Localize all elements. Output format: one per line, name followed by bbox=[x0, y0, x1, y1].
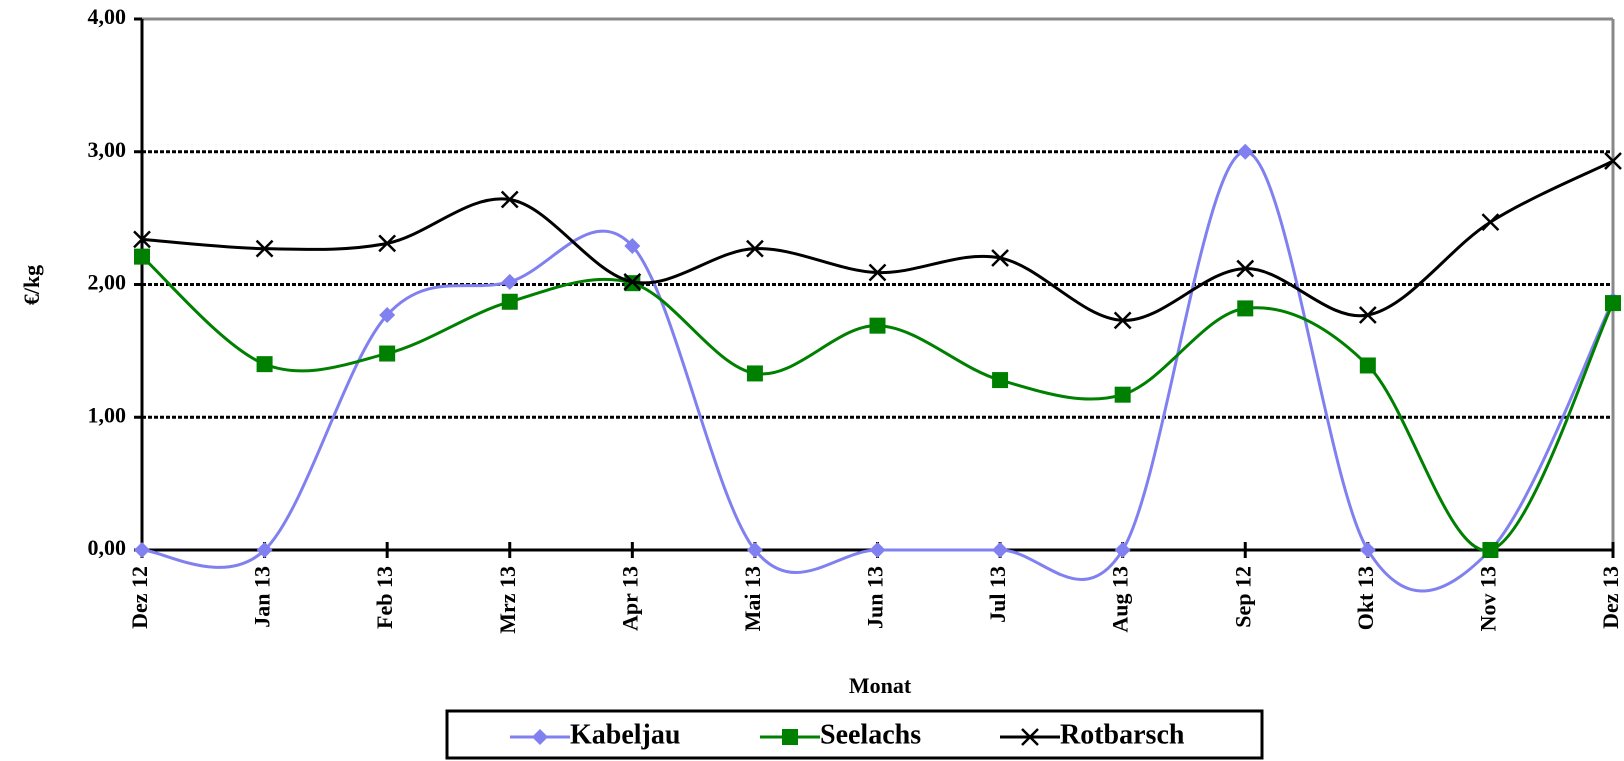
series-line bbox=[141, 255, 1615, 552]
x-tick-label: Mai 13 bbox=[740, 566, 765, 631]
marker bbox=[782, 729, 798, 745]
marker bbox=[134, 248, 150, 265]
marker bbox=[869, 317, 886, 334]
x-tick-label: Dez 13 bbox=[1598, 566, 1623, 629]
x-tick-label: Feb 13 bbox=[372, 566, 397, 629]
legend-label: Kabeljau bbox=[570, 719, 680, 750]
marker bbox=[500, 190, 519, 209]
y-axis-label: €/kg bbox=[19, 265, 44, 305]
marker bbox=[1604, 152, 1622, 170]
x-axis-label: Monat bbox=[849, 673, 912, 698]
marker bbox=[1605, 295, 1621, 312]
x-tick-label: Sep 12 bbox=[1230, 566, 1255, 628]
series-line bbox=[141, 159, 1614, 322]
marker bbox=[746, 365, 763, 382]
marker bbox=[501, 293, 518, 310]
marker bbox=[1021, 728, 1039, 746]
marker bbox=[868, 263, 887, 282]
marker bbox=[532, 729, 548, 745]
marker bbox=[624, 238, 641, 255]
marker bbox=[1359, 357, 1376, 374]
legend-label: Seelachs bbox=[820, 719, 921, 750]
marker bbox=[992, 542, 1009, 558]
y-tick-label: 0,00 bbox=[88, 535, 127, 560]
marker bbox=[1237, 300, 1254, 317]
legend-box bbox=[445, 709, 1264, 760]
marker bbox=[378, 234, 397, 253]
marker bbox=[256, 356, 273, 373]
x-tick-label: Dez 12 bbox=[127, 566, 152, 629]
x-tick-label: Jan 13 bbox=[250, 566, 275, 628]
y-tick-label: 1,00 bbox=[88, 402, 127, 427]
y-tick-label: 3,00 bbox=[88, 137, 127, 162]
x-tick-label: Aug 13 bbox=[1108, 566, 1133, 633]
marker bbox=[991, 249, 1009, 267]
legend-label: Rotbarsch bbox=[1060, 719, 1185, 750]
marker bbox=[1114, 542, 1131, 558]
y-tick-label: 4,00 bbox=[88, 4, 127, 29]
marker bbox=[256, 542, 273, 558]
marker bbox=[1359, 542, 1376, 558]
y-tick-label: 2,00 bbox=[88, 270, 127, 295]
marker bbox=[746, 239, 764, 258]
x-tick-label: Mrz 13 bbox=[495, 566, 520, 634]
marker bbox=[1481, 213, 1500, 231]
marker bbox=[869, 542, 886, 558]
x-tick-label: Jun 13 bbox=[863, 566, 888, 629]
marker bbox=[255, 239, 274, 258]
marker bbox=[1113, 311, 1132, 330]
x-tick-label: Okt 13 bbox=[1353, 566, 1378, 630]
marker bbox=[623, 272, 642, 291]
x-tick-label: Jul 13 bbox=[985, 566, 1010, 623]
series-line bbox=[141, 150, 1615, 593]
marker bbox=[379, 345, 396, 362]
marker bbox=[1482, 542, 1499, 558]
marker bbox=[501, 273, 518, 290]
marker bbox=[746, 542, 763, 558]
marker bbox=[134, 542, 150, 558]
marker bbox=[992, 372, 1009, 389]
marker bbox=[133, 230, 151, 249]
marker bbox=[1236, 259, 1255, 278]
legend: Kabeljau Seelachs Rotbarsch bbox=[445, 709, 1264, 760]
x-tick-label: Apr 13 bbox=[617, 566, 642, 631]
marker bbox=[379, 307, 396, 324]
marker bbox=[1237, 143, 1254, 160]
marker bbox=[1358, 306, 1377, 324]
x-tick-label: Nov 13 bbox=[1475, 566, 1500, 631]
marker bbox=[1114, 386, 1131, 403]
